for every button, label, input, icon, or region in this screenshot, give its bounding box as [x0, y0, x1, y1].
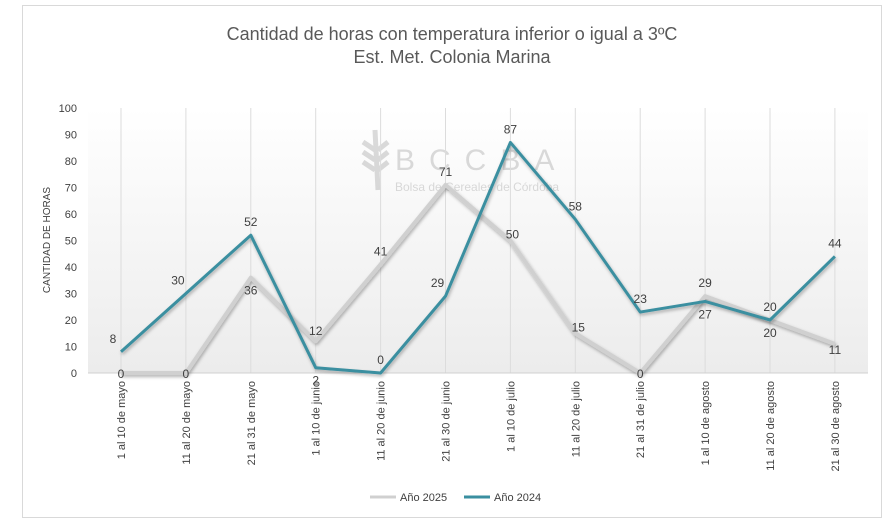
data-label: 30 — [171, 274, 185, 288]
y-axis-label: CANTIDAD DE HORAS — [42, 187, 53, 293]
chart-title: Cantidad de horas con temperatura inferi… — [227, 24, 678, 44]
data-label: 2 — [312, 374, 319, 388]
data-label: 0 — [183, 367, 190, 381]
watermark-text: Bolsa de Cereales de Córdoba — [395, 180, 559, 194]
data-label: 12 — [309, 324, 323, 338]
chart-subtitle: Est. Met. Colonia Marina — [353, 47, 551, 67]
y-tick-label: 80 — [65, 156, 77, 168]
legend-label: Año 2025 — [400, 492, 447, 504]
data-label: 58 — [569, 199, 583, 213]
y-tick-label: 10 — [65, 342, 77, 354]
x-tick-label: 1 al 10 de julio — [505, 381, 517, 452]
data-label: 71 — [439, 165, 453, 179]
data-label: 23 — [634, 292, 648, 306]
legend-label: Año 2024 — [494, 492, 541, 504]
y-tick-label: 30 — [65, 289, 77, 301]
y-tick-label: 70 — [65, 183, 77, 195]
x-tick-label: 11 al 20 de junio — [376, 381, 388, 461]
data-label: 0 — [637, 367, 644, 381]
y-tick-label: 60 — [65, 209, 77, 221]
data-label: 20 — [763, 326, 777, 340]
data-label: 15 — [572, 320, 586, 334]
data-label: 0 — [118, 367, 125, 381]
x-tick-label: 21 al 30 de junio — [441, 381, 453, 462]
y-tick-label: 0 — [71, 368, 77, 380]
wheat-logo-icon — [361, 129, 390, 191]
watermark: BCCBA Bolsa de Cereales de Córdoba — [361, 129, 568, 194]
x-tick-label: 1 al 10 de agosto — [700, 381, 712, 465]
x-tick-label: 11 al 20 de agosto — [765, 381, 777, 471]
y-tick-label: 20 — [65, 315, 77, 327]
data-label: 87 — [504, 122, 518, 136]
data-label: 36 — [244, 284, 258, 298]
data-label: 20 — [763, 300, 777, 314]
y-tick-label: 100 — [59, 103, 77, 115]
data-label: 0 — [377, 353, 384, 367]
data-label: 29 — [431, 276, 445, 290]
data-label: 50 — [506, 228, 520, 242]
series-line-2024 — [119, 140, 836, 375]
data-label: 11 — [829, 343, 842, 357]
x-tick-label: 1 al 10 de junio — [311, 381, 323, 456]
data-label: 44 — [828, 236, 842, 250]
data-label: 29 — [698, 276, 712, 290]
series-line-2025 — [121, 182, 836, 375]
x-tick-label: 11 al 20 de julio — [570, 381, 582, 457]
x-tick-label: 11 al 20 de mayo — [181, 381, 193, 465]
watermark-logo: BCCBA — [395, 144, 568, 177]
chart-frame — [22, 5, 882, 518]
data-label: 52 — [244, 215, 258, 229]
data-label: 27 — [698, 307, 712, 321]
data-label: 41 — [374, 244, 388, 258]
x-tick-label: 1 al 10 de mayo — [116, 381, 128, 459]
x-tick-label: 21 al 31 de julio — [635, 381, 647, 458]
x-tick-label: 21 al 31 de mayo — [246, 381, 258, 465]
y-tick-label: 50 — [65, 236, 77, 248]
y-tick-label: 40 — [65, 262, 77, 274]
y-tick-label: 90 — [65, 130, 77, 142]
x-tick-label: 21 al 30 de agosto — [830, 381, 842, 472]
data-label: 8 — [110, 332, 117, 346]
